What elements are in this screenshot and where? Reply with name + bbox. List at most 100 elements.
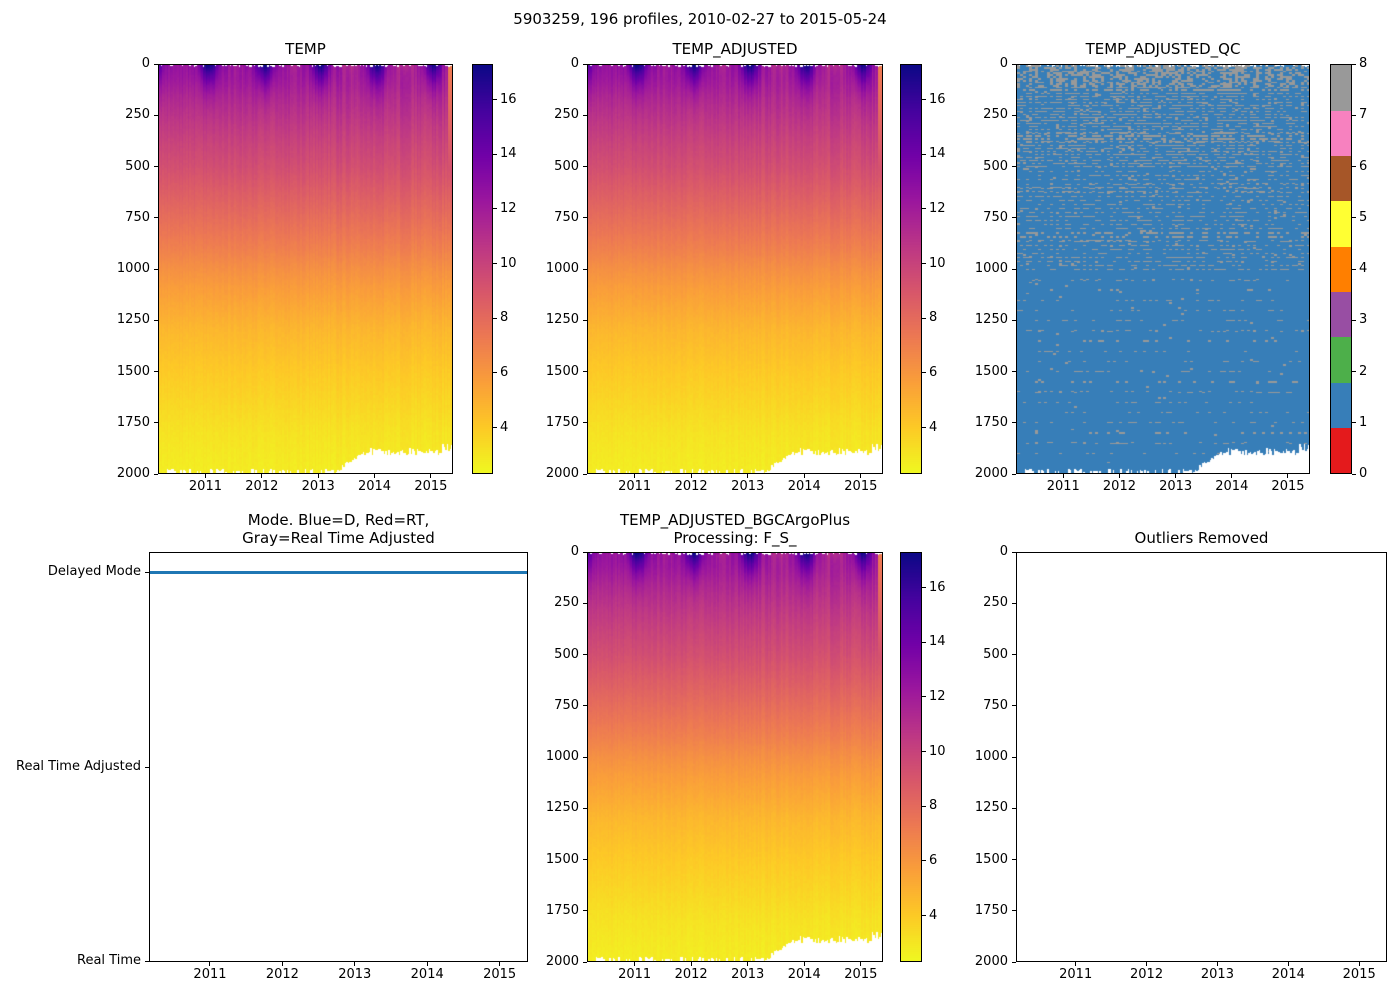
mode-xtick-label: 2012 <box>265 967 299 982</box>
temp-cbtick-label: 14 <box>500 146 517 162</box>
mode-ytick-mark <box>145 766 149 768</box>
bgc-title-line2: Processing: F_S_ <box>673 529 797 547</box>
temp-cbtick-label: 4 <box>500 419 509 435</box>
bgc-ytick-label: 1500 <box>545 851 579 867</box>
bgc-ytick-label: 1250 <box>545 800 579 816</box>
temp-xtick-mark <box>204 474 206 478</box>
temp-xtick-mark <box>430 474 432 478</box>
qc-xtick-mark <box>1231 474 1233 478</box>
qc-cbtick-mark <box>1352 114 1356 116</box>
temp-cbtick-label: 8 <box>500 310 509 326</box>
temp-cbtick-label: 6 <box>500 364 509 380</box>
bgc-cbtick-mark <box>922 641 926 643</box>
qc-ytick-label: 1750 <box>974 414 1008 430</box>
outliers-xtick-label: 2015 <box>1342 967 1376 982</box>
bgc-heatmap-canvas <box>588 553 882 961</box>
qc-cbtick-mark <box>1352 268 1356 270</box>
temp-adjusted-ytick-mark <box>583 217 587 219</box>
qc-cbtick-mark <box>1352 422 1356 424</box>
temp-ytick-label: 1500 <box>116 363 150 379</box>
temp-adjusted-ytick-label: 1250 <box>545 312 579 328</box>
outliers-xtick-label: 2012 <box>1130 967 1164 982</box>
temp-ytick-label: 500 <box>125 158 150 174</box>
bgc-ytick-label: 1750 <box>545 902 579 918</box>
qc-cbtick-mark <box>1352 63 1356 65</box>
bgc-title-line1: TEMP_ADJUSTED_BGCArgoPlus <box>619 511 851 529</box>
temp-adjusted-title: TEMP_ADJUSTED <box>672 40 798 58</box>
outliers-ytick-mark <box>1012 705 1016 707</box>
temp-adjusted-xtick-mark <box>860 474 862 478</box>
temp-adjusted-ytick-mark <box>583 473 587 475</box>
qc-ytick-label: 250 <box>983 107 1008 123</box>
bgc-cbtick-mark <box>922 860 926 862</box>
temp-ytick-mark <box>154 217 158 219</box>
qc-xtick-label: 2011 <box>1046 479 1080 494</box>
bgc-ytick-label: 1000 <box>545 749 579 764</box>
qc-ytick-mark <box>1012 473 1016 475</box>
qc-xtick-label: 2015 <box>1271 479 1305 494</box>
qc-ytick-mark <box>1012 166 1016 167</box>
temp-cbtick-mark <box>493 153 497 155</box>
bgc-xtick-label: 2015 <box>844 967 878 982</box>
mode-xtick-mark <box>209 962 211 966</box>
temp-adjusted-xtick-label: 2012 <box>674 479 708 494</box>
qc-cbtick-label: 5 <box>1359 209 1368 225</box>
temp-adjusted-xtick-label: 2011 <box>618 479 652 494</box>
qc-cbtick-label: 1 <box>1359 414 1368 430</box>
qc-heatmap-axes <box>1016 64 1310 474</box>
bgc-xtick-label: 2011 <box>618 967 652 982</box>
outliers-ytick-label: 250 <box>983 595 1008 611</box>
bgc-ytick-label: 500 <box>554 646 579 662</box>
mode-title: Mode. Blue=D, Red=RT, Gray=Real Time Adj… <box>149 511 528 547</box>
temp-adjusted-ytick-mark <box>583 371 587 372</box>
temp-adjusted-cbtick-mark <box>922 99 926 101</box>
temp-adjusted-ytick-label: 0 <box>570 56 579 71</box>
bgc-title: TEMP_ADJUSTED_BGCArgoPlus Processing: F_… <box>587 511 883 547</box>
qc-cbtick-mark <box>1352 473 1356 475</box>
outliers-xtick-mark <box>1075 962 1077 966</box>
mode-title-line2: Gray=Real Time Adjusted <box>242 529 435 547</box>
temp-adjusted-ytick-mark <box>583 268 587 270</box>
outliers-ytick-label: 500 <box>983 646 1008 662</box>
qc-ytick-label: 0 <box>999 56 1008 71</box>
bgc-ytick-mark <box>583 551 587 553</box>
bgc-xtick-label: 2012 <box>674 967 708 982</box>
temp-adjusted-ytick-label: 1500 <box>545 363 579 379</box>
qc-colorbar <box>1330 64 1352 474</box>
bgc-cbtick-label: 12 <box>929 688 946 704</box>
bgc-ytick-label: 0 <box>570 544 579 559</box>
qc-xtick-label: 2013 <box>1159 479 1193 494</box>
temp-adjusted-cbtick-mark <box>922 263 926 265</box>
figure-title: 5903259, 196 profiles, 2010-02-27 to 201… <box>513 10 887 28</box>
qc-cbtick-label: 2 <box>1359 363 1368 379</box>
qc-ytick-label: 500 <box>983 158 1008 174</box>
qc-colorbar-segment-0 <box>1331 427 1351 474</box>
temp-adjusted-ytick-mark <box>583 114 587 116</box>
temp-adjusted-cbtick-label: 16 <box>929 91 946 107</box>
outliers-ytick-mark <box>1012 756 1016 758</box>
bgc-cbtick-label: 10 <box>929 743 946 759</box>
temp-xtick-label: 2012 <box>245 479 279 494</box>
bgc-xtick-mark <box>747 962 749 966</box>
qc-ytick-label: 1000 <box>974 261 1008 276</box>
outliers-xtick-mark <box>1216 962 1218 966</box>
qc-xtick-mark <box>1287 474 1289 478</box>
mode-ytick-label-0: Delayed Mode <box>47 564 141 580</box>
temp-adjusted-xtick-label: 2015 <box>844 479 878 494</box>
outliers-xtick-mark <box>1146 962 1148 966</box>
temp-adjusted-cbtick-label: 6 <box>929 364 938 380</box>
bgc-colorbar-canvas <box>901 553 921 961</box>
temp-adjusted-colorbar <box>900 64 922 474</box>
bgc-cbtick-mark <box>922 751 926 753</box>
temp-cbtick-mark <box>493 208 497 210</box>
temp-ytick-mark <box>154 268 158 270</box>
bgc-cbtick-label: 8 <box>929 798 938 814</box>
bgc-xtick-mark <box>860 962 862 966</box>
outliers-xtick-mark <box>1287 962 1289 966</box>
qc-ytick-mark <box>1012 268 1016 270</box>
outliers-xtick-label: 2011 <box>1059 967 1093 982</box>
qc-ytick-mark <box>1012 371 1016 372</box>
bgc-cbtick-mark <box>922 587 926 589</box>
temp-ytick-label: 250 <box>125 107 150 123</box>
mode-xtick-label: 2011 <box>193 967 227 982</box>
